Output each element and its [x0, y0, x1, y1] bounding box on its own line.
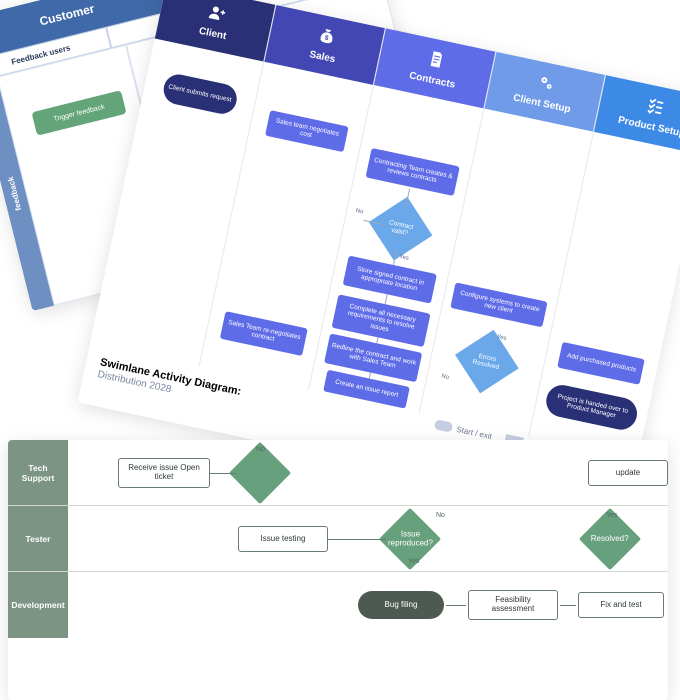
- bottom-node-feas: Feasibility assessment: [468, 590, 558, 620]
- node-sales_reneg: Sales Team re-negotiates contract: [220, 311, 308, 356]
- node-store_contract: Store signed contract in appropriate loc…: [343, 256, 437, 304]
- trigger-feedback-chip: Trigger feedback: [31, 90, 126, 136]
- node-sales_negotiate: Sales team negotiates cost: [265, 110, 349, 152]
- bottom-lane-dev: Development Bug filing Feasibility assessm…: [8, 572, 668, 638]
- node-handoff: Project is handed over to Product Manage…: [544, 382, 641, 432]
- user-plus-icon: [206, 2, 228, 26]
- bottom-node-testing: Issue testing: [238, 526, 328, 552]
- bottom-node-bugfiling: Bug filing: [358, 591, 444, 619]
- gears-icon: [535, 72, 557, 96]
- node-contract_create: Contracting Team creates & reviews contr…: [366, 148, 460, 196]
- node-errors: Errors Resolved: [455, 330, 519, 394]
- node-add_products: Add purchased products: [558, 342, 646, 385]
- bottom-process-card: Tech Support Receive issue Open ticket upd…: [8, 440, 668, 700]
- node-contract_valid: Contract valid?: [369, 197, 433, 261]
- bottom-node-receive: Receive issue Open ticket: [118, 458, 210, 488]
- bottom-lane-label-support: Tech Support: [8, 440, 68, 505]
- node-configure: Configure systems to create new client: [450, 282, 547, 327]
- money-bag-icon: $: [316, 26, 338, 50]
- bottom-lane-support: Tech Support Receive issue Open ticket upd…: [8, 440, 668, 506]
- bottom-lane-label-tester: Tester: [8, 506, 68, 571]
- document-icon: [425, 49, 447, 73]
- bottom-node-fix: Fix and test: [578, 592, 664, 618]
- bottom-node-update: update: [588, 460, 668, 486]
- node-client_submit: Client submits request: [160, 72, 239, 117]
- bottom-lane-label-dev: Development: [8, 572, 68, 638]
- checklist-icon: [645, 95, 667, 119]
- bottom-lane-tester: TesterIssue testingIssue reproduced?Reso…: [8, 506, 668, 572]
